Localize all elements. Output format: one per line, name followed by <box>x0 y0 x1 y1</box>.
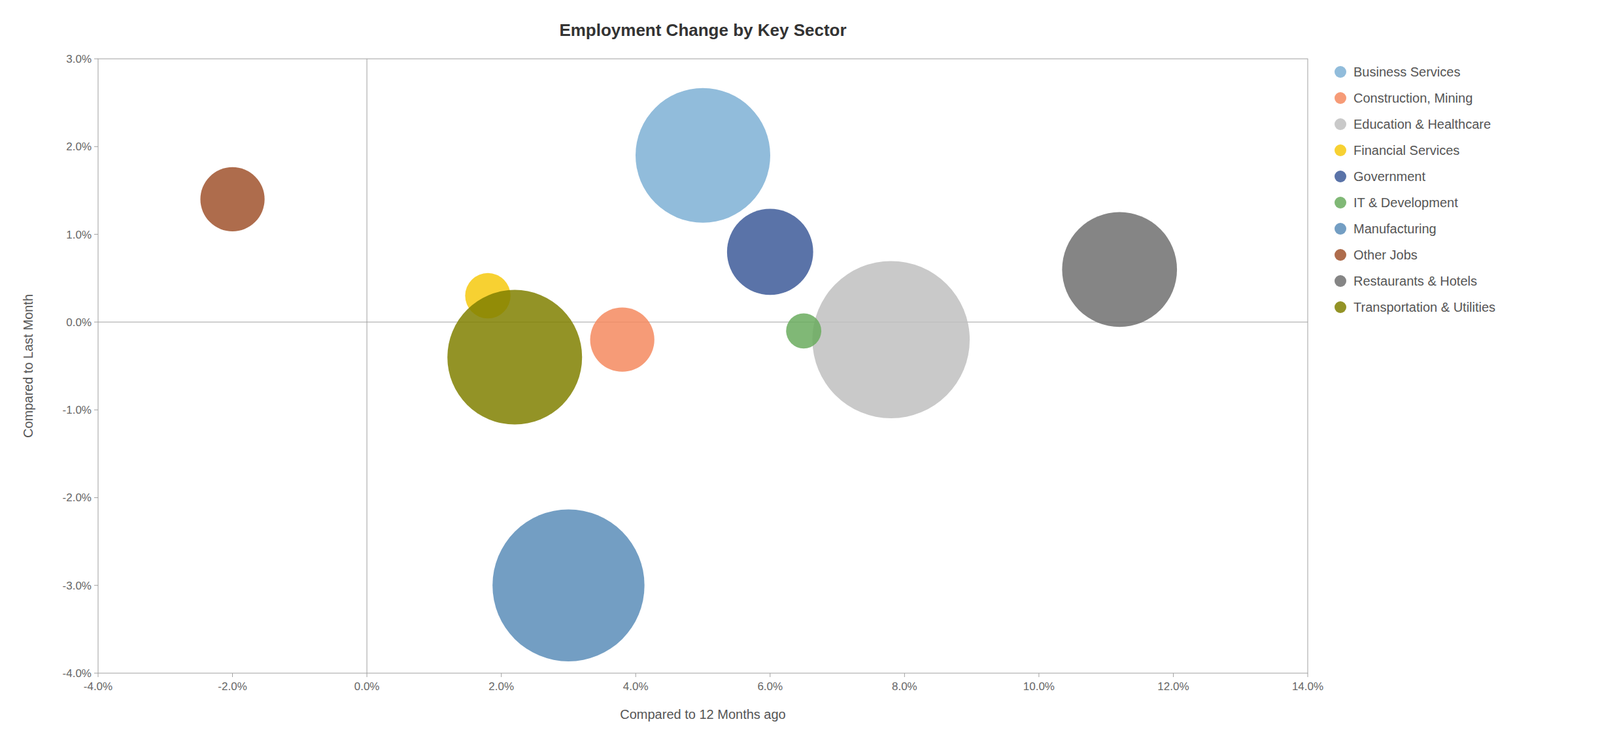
bubble <box>447 290 582 426</box>
x-tick-label: 12.0% <box>1157 680 1189 694</box>
y-tick <box>94 58 99 60</box>
legend-swatch <box>1334 144 1347 157</box>
legend-swatch <box>1334 222 1347 235</box>
legend: Business Services Construction, Mining Edu… <box>1334 64 1496 315</box>
page: {"chart_data": { "type": "bubble", "titl… <box>0 0 1600 747</box>
x-tick-label: -2.0% <box>217 680 247 694</box>
x-axis-label: Compared to 12 Months ago <box>619 707 786 722</box>
bubble <box>492 510 645 662</box>
legend-label: Construction, Mining <box>1353 90 1473 106</box>
y-tick <box>94 409 99 411</box>
legend-label: IT & Development <box>1353 195 1459 210</box>
reference-lines <box>98 58 1308 674</box>
x-tick <box>769 673 771 678</box>
y-tick-label: 2.0% <box>66 140 92 154</box>
bubble <box>1061 211 1177 327</box>
x-tick-label: 2.0% <box>488 680 514 694</box>
y-tick-label: -1.0% <box>62 404 92 417</box>
bubbles <box>200 88 1177 662</box>
x-tick <box>1038 673 1039 678</box>
x-tick-label: 4.0% <box>623 680 649 694</box>
y-tick <box>94 146 99 148</box>
x-tick-label: 14.0% <box>1292 680 1324 694</box>
x-axis: -4.0% -2.0% 0.0% 2.0% 4.0% 6.0% 8.0% 10.0% 12.0%… <box>83 673 1324 694</box>
legend-label: Restaurants & Hotels <box>1353 273 1478 289</box>
plot-frame <box>98 58 1308 674</box>
legend-swatch <box>1334 170 1347 183</box>
chart: -4.0% -2.0% 0.0% 2.0% 4.0% 6.0% 8.0% 10.0% 12.0%… <box>0 0 1600 747</box>
x-tick <box>1173 673 1174 678</box>
zero-line <box>366 58 368 674</box>
legend-swatch <box>1334 301 1347 314</box>
y-tick-label: -4.0% <box>62 667 92 681</box>
x-tick <box>1307 673 1309 678</box>
bubble <box>200 167 265 232</box>
legend-swatch <box>1334 118 1347 131</box>
y-tick-label: -2.0% <box>62 491 92 505</box>
x-tick <box>500 673 502 678</box>
legend-swatch <box>1334 249 1347 261</box>
legend-swatch <box>1334 66 1347 78</box>
x-tick-label: -4.0% <box>83 680 113 694</box>
legend-swatch <box>1334 92 1347 104</box>
legend-label: Manufacturing <box>1353 221 1437 237</box>
y-tick <box>94 234 99 235</box>
bubble <box>812 260 970 419</box>
x-tick-label: 0.0% <box>354 680 380 694</box>
legend-label: Financial Services <box>1353 143 1460 158</box>
x-tick-label: 10.0% <box>1023 680 1055 694</box>
y-tick <box>94 585 99 586</box>
legend-label: Transportation & Utilities <box>1353 300 1496 315</box>
legend-swatch <box>1334 275 1347 288</box>
y-axis-label: Compared to Last Month <box>20 294 36 439</box>
x-tick <box>635 673 637 678</box>
y-tick-label: -3.0% <box>62 579 92 593</box>
legend-swatch <box>1334 196 1347 209</box>
x-tick-label: 8.0% <box>891 680 918 694</box>
bubble <box>785 313 822 349</box>
y-tick <box>94 673 99 675</box>
legend-label: Business Services <box>1353 64 1461 80</box>
y-tick <box>94 497 99 499</box>
y-axis: -4.0% -3.0% -2.0% -1.0% 0.0% 1.0% 2.0% 3.0% <box>62 52 99 681</box>
x-tick <box>232 673 233 678</box>
x-tick <box>98 673 99 678</box>
bubble <box>727 209 814 296</box>
legend-label: Government <box>1353 169 1426 184</box>
x-tick <box>904 673 905 678</box>
y-tick <box>94 321 99 323</box>
bubble <box>590 307 655 373</box>
y-tick-label: 0.0% <box>66 316 92 329</box>
y-tick-label: 1.0% <box>66 228 92 242</box>
bubble <box>635 88 771 223</box>
x-tick <box>366 673 368 678</box>
legend-label: Education & Healthcare <box>1353 117 1491 132</box>
x-tick-label: 6.0% <box>757 680 783 694</box>
y-tick-label: 3.0% <box>66 52 92 66</box>
title: Employment Change by Key Sector <box>559 20 847 40</box>
legend-label: Other Jobs <box>1353 247 1418 263</box>
